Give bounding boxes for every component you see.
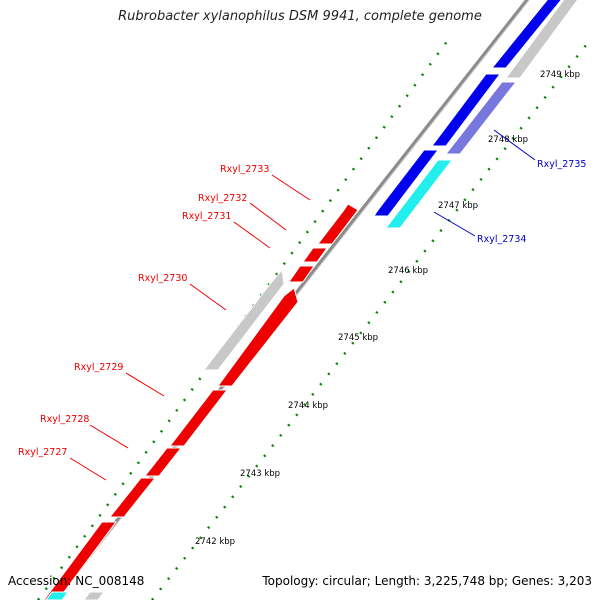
- leader-rxyl-2727: [69, 457, 107, 481]
- leader-rxyl-2730: [189, 283, 227, 311]
- tick-2747: 2747 kbp: [438, 201, 478, 211]
- tick-2742: 2742 kbp: [195, 537, 235, 547]
- gene-bottom-gray[interactable]: [83, 591, 105, 600]
- gene-forward-1[interactable]: [373, 149, 440, 217]
- tick-2746: 2746 kbp: [388, 266, 428, 276]
- gene-rxyl-2731[interactable]: [288, 265, 315, 283]
- tick-2749: 2749 kbp: [540, 70, 580, 80]
- leader-rxyl-2729: [125, 372, 165, 397]
- label-rxyl-2727: Rxyl_2727: [18, 447, 67, 458]
- leader-rxyl-2732: [249, 202, 287, 231]
- gene-rxyl-2730-gray[interactable]: [202, 268, 285, 371]
- gene-rxyl-2730[interactable]: [217, 287, 299, 387]
- leader-rxyl-2728: [89, 424, 129, 449]
- tick-2745: 2745 kbp: [338, 333, 378, 343]
- gene-rxyl-2728[interactable]: [143, 447, 183, 477]
- label-rxyl-2733: Rxyl_2733: [220, 164, 269, 175]
- page-title: Rubrobacter xylanophilus DSM 9941, compl…: [118, 9, 482, 24]
- gene-rxyl-2732[interactable]: [302, 247, 328, 263]
- label-rxyl-2728: Rxyl_2728: [40, 414, 89, 425]
- tick-2744: 2744 kbp: [288, 401, 328, 411]
- leader-rxyl-2731: [233, 221, 271, 249]
- label-rxyl-2732: Rxyl_2732: [198, 193, 247, 204]
- label-rxyl-2735: Rxyl_2735: [537, 159, 586, 170]
- topology-label: Topology: circular; Length: 3,225,748 bp…: [262, 574, 592, 588]
- gene-rxyl-2733[interactable]: [316, 203, 359, 245]
- gene-rxyl-2734[interactable]: [384, 159, 454, 229]
- label-rxyl-2731: Rxyl_2731: [182, 211, 231, 222]
- leader-rxyl-2735: [493, 129, 536, 161]
- gene-rxyl-2726[interactable]: [43, 521, 117, 600]
- leader-rxyl-2734: [433, 211, 476, 237]
- gene-rxyl-2729[interactable]: [168, 389, 229, 447]
- leader-rxyl-2733: [271, 174, 311, 201]
- gene-forward-3[interactable]: [490, 0, 566, 69]
- label-rxyl-2730: Rxyl_2730: [138, 273, 187, 284]
- gene-rxyl-2735[interactable]: [444, 81, 518, 155]
- gene-forward-2[interactable]: [431, 73, 501, 147]
- gene-bottom-cyan[interactable]: [45, 591, 69, 600]
- gene-rxyl-2727[interactable]: [108, 477, 157, 518]
- label-rxyl-2729: Rxyl_2729: [74, 362, 123, 373]
- accession-label: Accession: NC_008148: [8, 574, 145, 588]
- tick-2743: 2743 kbp: [240, 469, 280, 479]
- gene-top-gray[interactable]: [505, 0, 582, 79]
- inner-dotted-ring: [151, 39, 591, 600]
- label-rxyl-2734: Rxyl_2734: [477, 234, 526, 245]
